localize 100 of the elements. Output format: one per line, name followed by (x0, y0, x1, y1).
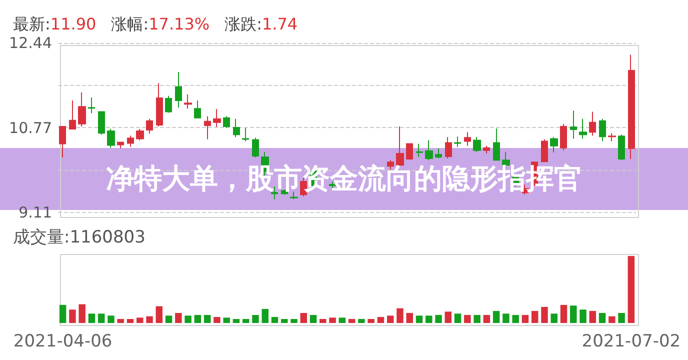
candlestick (493, 128, 500, 161)
bar (444, 312, 452, 323)
bar (492, 310, 500, 323)
bar (541, 306, 548, 323)
y-tick-label: 10.77 (9, 118, 52, 137)
candlestick (454, 136, 461, 148)
bar (242, 318, 250, 323)
text: 涨幅:17.13% (111, 14, 210, 34)
candlestick (78, 92, 86, 127)
bar (88, 314, 96, 323)
candlestick (618, 134, 625, 161)
bar (483, 314, 490, 323)
bar (386, 316, 394, 323)
candlestick (435, 148, 442, 160)
bar (290, 318, 298, 323)
bar (223, 318, 230, 323)
bar (252, 314, 259, 323)
candlestick (204, 116, 211, 140)
candlestick (541, 138, 548, 163)
candlestick (136, 128, 144, 141)
bar (117, 318, 124, 323)
bar (368, 318, 374, 323)
bar (232, 318, 240, 323)
bar (589, 310, 596, 323)
bar (598, 312, 606, 323)
candlestick (608, 132, 616, 142)
candlestick (406, 142, 413, 160)
bar (146, 316, 153, 323)
bar (454, 314, 462, 323)
candlestick (69, 100, 76, 130)
candlestick (628, 54, 635, 160)
bar (156, 306, 163, 323)
candlestick (107, 128, 115, 148)
bar (204, 314, 211, 323)
bar (126, 318, 134, 323)
bar (416, 316, 423, 323)
candlestick (223, 116, 230, 129)
candlestick (425, 140, 433, 161)
chart-title: 成交量:1160803 (13, 228, 146, 248)
candlestick (396, 126, 404, 166)
candlestick (473, 136, 481, 152)
candlestick (483, 145, 490, 154)
bar (550, 314, 558, 323)
candlestick (445, 136, 452, 160)
candlestick (59, 126, 66, 158)
candlestick (416, 143, 423, 158)
y-tick-label: 12.44 (9, 34, 52, 52)
y-tick-label: 9.11 (18, 204, 52, 222)
candlestick (550, 136, 558, 153)
bar (348, 318, 356, 323)
text: 最新:11.90 (13, 14, 96, 34)
x-tick-label: 2021-04-06 (13, 332, 112, 352)
bar (464, 314, 471, 323)
candlestick (146, 118, 153, 134)
candlestick (464, 132, 471, 146)
bar (512, 314, 519, 323)
bar (560, 304, 568, 323)
bar (108, 316, 114, 323)
candlestick (127, 135, 134, 148)
bar (338, 318, 346, 323)
bar (194, 314, 202, 323)
bar (474, 314, 480, 323)
bar (618, 312, 625, 323)
candlestick (579, 118, 587, 140)
candlestick (117, 141, 124, 149)
bar (310, 314, 317, 323)
bar (281, 318, 288, 323)
candlestick (599, 118, 606, 142)
bar (78, 304, 86, 323)
bar (175, 312, 182, 323)
text: 涨跌:1.74 (224, 14, 298, 34)
bar (406, 312, 413, 323)
candlestick (560, 123, 567, 151)
candlestick (165, 95, 172, 114)
candlestick (98, 111, 105, 136)
candlestick (184, 94, 192, 110)
bar (531, 310, 538, 323)
bar (396, 308, 404, 323)
candlestick (233, 118, 240, 138)
bar (262, 308, 268, 323)
candlestick (213, 108, 221, 128)
candlestick (589, 111, 596, 136)
bar (358, 318, 365, 323)
candlestick (156, 82, 163, 127)
candlestick (242, 128, 249, 142)
bar (184, 316, 192, 323)
bar (59, 304, 66, 323)
bar (165, 316, 172, 323)
bar (214, 316, 220, 323)
candlestick (194, 100, 201, 118)
candlestick (88, 96, 95, 114)
bar (580, 310, 586, 323)
candlestick (252, 137, 259, 158)
bar (502, 314, 510, 323)
bar (435, 314, 442, 323)
bar (608, 316, 616, 323)
bar (377, 316, 384, 323)
bar (329, 318, 336, 323)
bar (98, 314, 105, 323)
candlestick (570, 110, 577, 140)
